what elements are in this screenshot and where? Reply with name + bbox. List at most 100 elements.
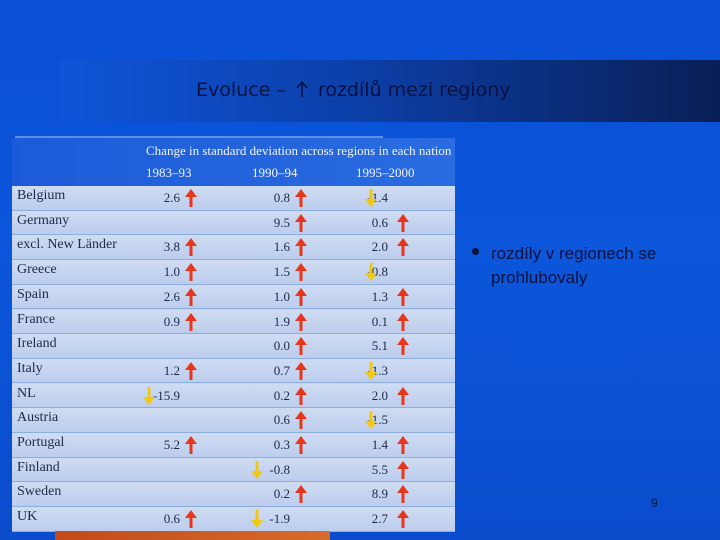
bullet-text: rozdíly v regionech se prohlubovaly	[491, 244, 657, 287]
arrow-down-icon	[251, 460, 263, 479]
cell-value: 1.0	[163, 264, 180, 280]
arrow-down-icon	[143, 386, 155, 405]
table-row: Ireland 0.0 5.1	[12, 334, 455, 359]
arrow-up-icon	[397, 386, 409, 405]
arrow-up-icon	[295, 436, 307, 454]
cell-value: 0.6	[163, 511, 180, 527]
cell-value: 0.8	[273, 190, 290, 205]
country-label: Finland	[17, 459, 60, 475]
country-label: excl. New Länder	[17, 237, 117, 253]
arrow-down-icon	[365, 361, 377, 380]
arrow-up-icon	[295, 411, 307, 430]
cell-value: 0.2	[273, 486, 290, 502]
page-number: 9	[651, 496, 658, 510]
arrow-up-icon	[397, 238, 409, 257]
cell-value: 0.1	[371, 313, 388, 329]
cell-value: 5.2	[163, 437, 180, 452]
arrow-up-icon	[295, 361, 307, 380]
cell-value: 9.5	[273, 214, 290, 230]
table-row: NL -15.9 0.2 2.0	[12, 383, 455, 409]
table-row: Greece 1.0 1.5 -0.8	[12, 260, 455, 285]
cell-value: 0.3	[273, 437, 290, 452]
arrow-up-icon	[185, 238, 197, 257]
arrow-down-icon	[251, 510, 263, 529]
arrow-up-icon	[397, 337, 409, 356]
arrow-up-icon	[397, 287, 409, 306]
country-label: Italy	[17, 360, 43, 376]
slide-title-left: Evoluce –	[196, 79, 286, 101]
slide-title: Evoluce – rozdílů mezi regiony	[196, 79, 510, 101]
cell-value: 3.8	[163, 239, 180, 255]
arrow-up-icon	[185, 189, 197, 207]
arrow-up-icon	[397, 436, 409, 454]
table-top-accent	[15, 136, 383, 139]
cell-value: 1.2	[163, 362, 180, 378]
arrow-up-icon	[295, 337, 307, 356]
column-header-1990-94: 1990–94	[252, 165, 298, 180]
cell-value: 0.6	[273, 412, 290, 428]
country-label: Portugal	[17, 435, 65, 450]
table-row: Sweden 0.2 8.9	[12, 482, 455, 507]
cell-value: 1.5	[273, 264, 290, 280]
arrow-up-icon	[397, 460, 409, 479]
table-row: Austria 0.6 -1.5	[12, 408, 455, 433]
table-row: Italy 1.2 0.7 -1.3	[12, 358, 455, 384]
cell-value: 0.0	[273, 338, 290, 354]
cell-value: -15.9	[152, 387, 180, 403]
table-row: Portugal 5.2 0.3 1.4	[12, 433, 455, 458]
cell-value: 1.6	[273, 239, 290, 255]
arrow-up-icon	[397, 485, 409, 504]
cell-value: 0.7	[273, 362, 290, 378]
cell-value: 2.6	[163, 190, 180, 205]
arrow-up-icon	[295, 485, 307, 504]
arrow-up-icon	[295, 238, 307, 257]
cell-value: 0.9	[163, 313, 180, 329]
column-header-1995-2000: 1995–2000	[356, 165, 415, 180]
cell-value: 2.6	[163, 288, 180, 304]
table-row: France 0.9 1.9 0.1	[12, 309, 455, 335]
table-header-title: Change in standard deviation across regi…	[146, 143, 452, 158]
cell-value: 1.3	[371, 288, 388, 304]
arrow-up-icon	[295, 386, 307, 405]
arrow-up-icon	[295, 213, 307, 232]
country-label: France	[17, 311, 56, 327]
arrow-up-icon	[185, 510, 197, 529]
country-label: Spain	[17, 286, 49, 302]
arrow-up-icon	[295, 189, 307, 207]
table-row: Germany 9.5 0.6	[12, 210, 455, 236]
country-label: Sweden	[17, 484, 62, 500]
country-label: UK	[17, 509, 38, 525]
cell-value: 0.2	[273, 387, 290, 403]
cell-value: 5.5	[371, 461, 388, 477]
cell-value: 1.4	[371, 437, 388, 452]
cell-value: 0.6	[371, 214, 388, 230]
arrow-up-icon	[185, 361, 197, 380]
arrow-up-icon	[185, 436, 197, 454]
arrow-up-icon	[295, 263, 307, 282]
table-row: Finland -0.8 5.5	[12, 457, 455, 483]
arrow-up-icon	[296, 80, 308, 97]
bottom-accent-bar	[55, 531, 330, 540]
title-band	[60, 60, 720, 122]
arrow-up-icon	[295, 312, 307, 331]
cell-value: -0.8	[269, 461, 290, 477]
country-label: Greece	[17, 262, 57, 278]
arrow-down-icon	[365, 411, 377, 430]
arrow-up-icon	[185, 263, 197, 282]
cell-value: -1.9	[269, 511, 290, 527]
bullet-marker	[472, 248, 479, 255]
table-row: excl. New Länder 3.8 1.6 2.0	[12, 235, 455, 260]
country-label: Ireland	[17, 336, 57, 352]
slide-title-right: rozdílů mezi regiony	[317, 79, 511, 101]
country-label: Belgium	[17, 188, 66, 203]
column-header-1983-93: 1983–93	[146, 165, 192, 180]
regional-deviation-table: Change in standard deviation across regi…	[12, 138, 455, 532]
arrow-down-icon	[365, 189, 377, 207]
arrow-down-icon	[365, 263, 377, 282]
cell-value: 8.9	[371, 486, 388, 502]
arrow-up-icon	[185, 287, 197, 306]
arrow-up-icon	[185, 312, 197, 331]
cell-value: 5.1	[371, 338, 388, 354]
arrow-up-icon	[397, 510, 409, 529]
cell-value: 2.0	[371, 239, 388, 255]
